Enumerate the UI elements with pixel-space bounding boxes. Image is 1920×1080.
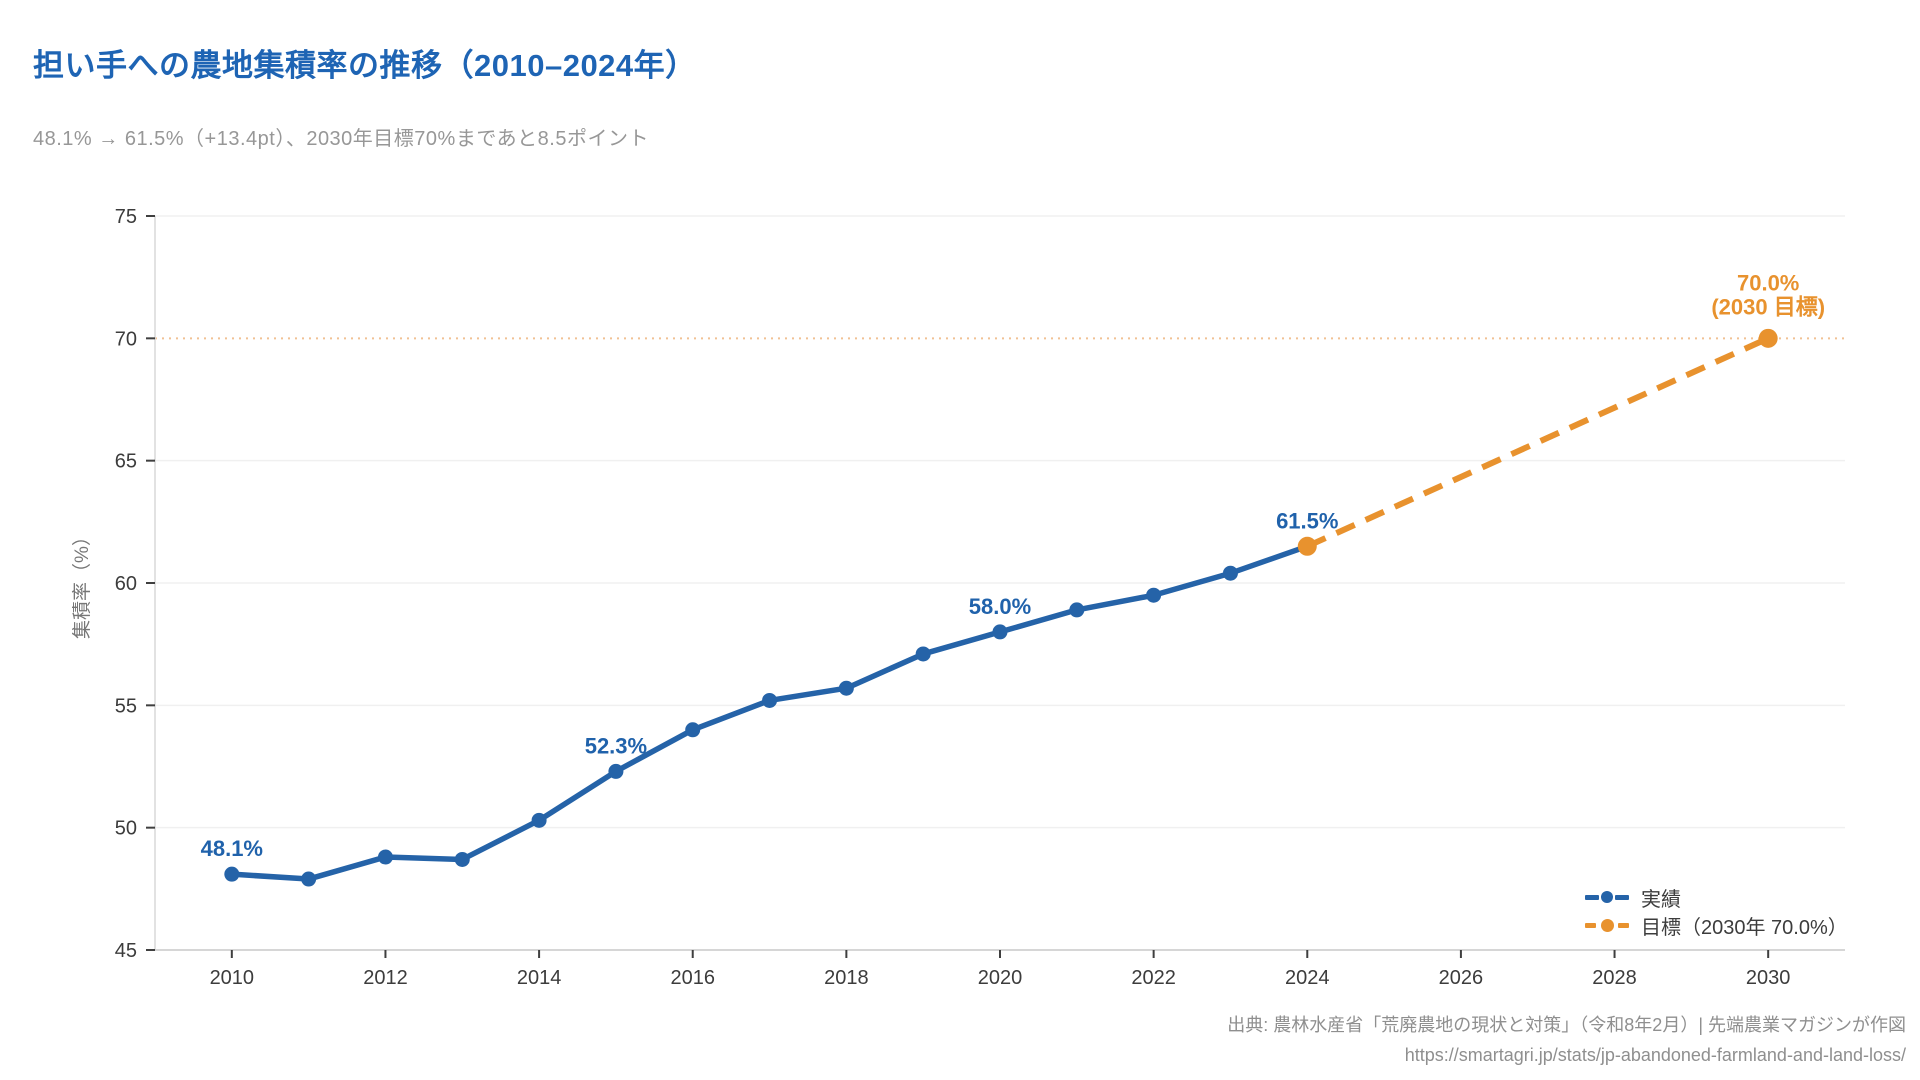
source-caption: 出典: 農林水産省「荒廃農地の現状と対策」（令和8年2月）| 先端農業マガジンが… <box>1227 1010 1906 1070</box>
legend-label-target: 目標（2030年 70.0%） <box>1641 916 1848 939</box>
data-point-target <box>1758 328 1778 348</box>
data-label: 48.1% <box>201 836 263 861</box>
x-tick-label: 2016 <box>670 967 715 989</box>
legend-marker-actual-icon <box>1585 891 1629 903</box>
data-label: 58.0% <box>969 594 1031 619</box>
data-point-actual <box>1069 602 1085 618</box>
y-tick-label: 45 <box>115 940 137 962</box>
data-point-actual <box>531 812 547 828</box>
data-point-actual <box>224 866 240 882</box>
x-tick-label: 2020 <box>978 967 1023 989</box>
x-tick-label: 2022 <box>1131 967 1176 989</box>
y-tick-label: 65 <box>115 451 137 473</box>
data-point-actual <box>1222 565 1238 581</box>
data-point-actual <box>608 763 624 779</box>
x-tick-label: 2012 <box>363 967 408 989</box>
data-label: 61.5% <box>1276 508 1338 533</box>
y-axis-title: 集積率（%） <box>71 527 93 639</box>
x-tick-label: 2024 <box>1285 967 1330 989</box>
x-tick-label: 2010 <box>210 967 255 989</box>
y-tick-label: 70 <box>115 328 137 350</box>
source-text: 出典: 農林水産省「荒廃農地の現状と対策」（令和8年2月）| 先端農業マガジンが… <box>1227 1015 1906 1035</box>
y-tick-label: 75 <box>115 206 137 228</box>
data-label: 52.3% <box>585 733 647 758</box>
data-point-actual <box>454 851 470 867</box>
x-tick-label: 2030 <box>1746 967 1791 989</box>
x-tick-label: 2026 <box>1439 967 1484 989</box>
data-point-actual <box>915 646 931 662</box>
data-point-actual <box>685 722 701 738</box>
legend: 実績 目標（2030年 70.0%） <box>1585 883 1848 939</box>
legend-item-actual: 実績 <box>1585 883 1848 911</box>
series-line-target <box>1306 335 1770 550</box>
y-tick-label: 50 <box>115 818 137 840</box>
data-point-actual <box>1146 587 1162 603</box>
y-tick-label: 55 <box>115 695 137 717</box>
y-tick-label: 60 <box>115 573 137 595</box>
data-point-actual <box>301 871 317 887</box>
data-point-target <box>1297 536 1317 556</box>
page-title: 担い手への農地集積率の推移（2010–2024年） <box>33 48 697 83</box>
legend-label-actual: 実績 <box>1641 888 1681 911</box>
x-tick-label: 2014 <box>517 967 562 989</box>
data-point-actual <box>762 692 778 708</box>
data-point-actual <box>992 624 1008 640</box>
series-line-actual <box>229 543 1311 882</box>
legend-marker-target-icon <box>1585 918 1629 932</box>
data-point-actual <box>377 849 393 865</box>
x-tick-label: 2018 <box>824 967 869 989</box>
x-tick-label: 2028 <box>1592 967 1637 989</box>
page-subtitle: 48.1% → 61.5%（+13.4pt）、2030年目標70%まであと8.5… <box>33 128 649 150</box>
data-point-actual <box>838 680 854 696</box>
legend-item-target: 目標（2030年 70.0%） <box>1585 911 1848 939</box>
data-label: 70.0% <box>1737 270 1799 295</box>
source-url: https://smartagri.jp/stats/jp-abandoned-… <box>1404 1045 1906 1065</box>
data-label: (2030 目標) <box>1711 294 1825 319</box>
